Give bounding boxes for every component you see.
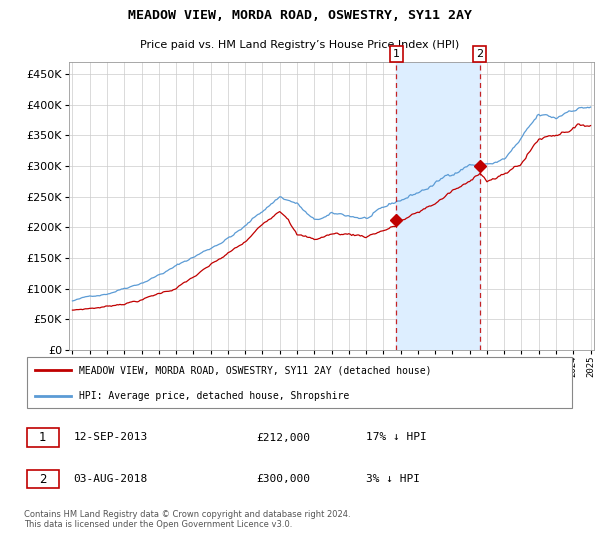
FancyBboxPatch shape [27, 470, 59, 488]
Text: 17% ↓ HPI: 17% ↓ HPI [366, 432, 427, 442]
FancyBboxPatch shape [27, 357, 572, 408]
Text: 2: 2 [476, 49, 483, 59]
Text: £212,000: £212,000 [256, 432, 310, 442]
Text: £300,000: £300,000 [256, 474, 310, 484]
Bar [396, 62, 479, 350]
Text: Contains HM Land Registry data © Crown copyright and database right 2024.
This d: Contains HM Land Registry data © Crown c… [24, 510, 350, 529]
Text: 12-SEP-2013: 12-SEP-2013 [74, 432, 148, 442]
Text: HPI: Average price, detached house, Shropshire: HPI: Average price, detached house, Shro… [79, 391, 349, 400]
Text: 1: 1 [393, 49, 400, 59]
Text: MEADOW VIEW, MORDA ROAD, OSWESTRY, SY11 2AY (detached house): MEADOW VIEW, MORDA ROAD, OSWESTRY, SY11 … [79, 366, 432, 375]
Text: 2: 2 [39, 473, 47, 486]
Text: Price paid vs. HM Land Registry’s House Price Index (HPI): Price paid vs. HM Land Registry’s House … [140, 40, 460, 50]
Text: 03-AUG-2018: 03-AUG-2018 [74, 474, 148, 484]
Text: 1: 1 [39, 431, 47, 444]
FancyBboxPatch shape [27, 428, 59, 447]
Text: 3% ↓ HPI: 3% ↓ HPI [366, 474, 420, 484]
Text: MEADOW VIEW, MORDA ROAD, OSWESTRY, SY11 2AY: MEADOW VIEW, MORDA ROAD, OSWESTRY, SY11 … [128, 9, 472, 22]
